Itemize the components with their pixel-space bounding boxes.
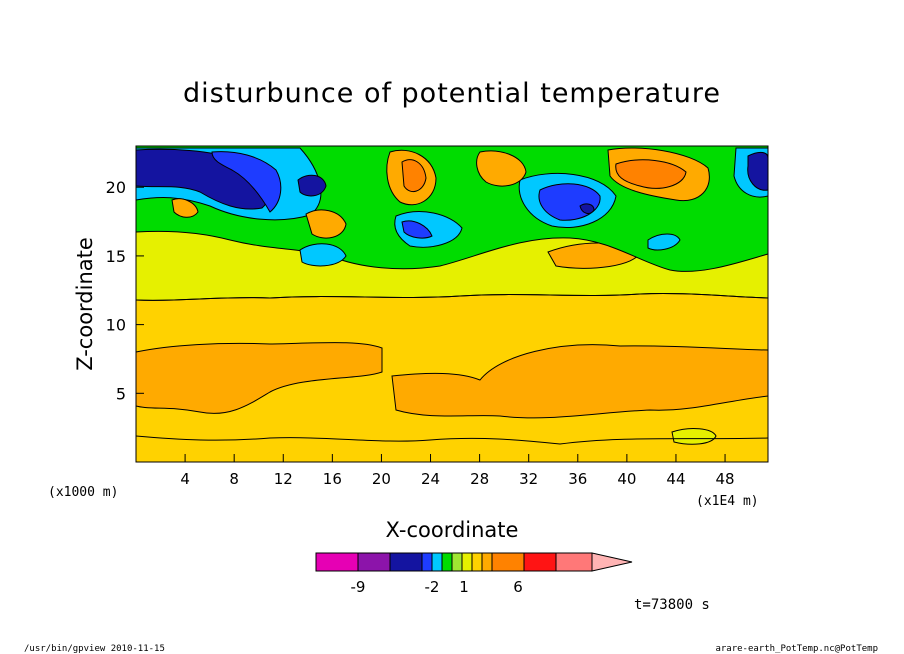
chart-title: disturbunce of potential temperature [183,78,721,109]
x-unit-right: (x1E4 m) [696,494,759,509]
x-tick-label: 40 [617,470,636,488]
colorbar-segment [481,552,493,572]
colorbar-tick-label: -9 [351,578,366,596]
colorbar-segment [555,552,593,572]
x-tick-label: 48 [716,470,735,488]
contour-line-2 [135,435,769,445]
footer-right: arare-earth_PotTemp.nc@PotTemp [715,644,878,654]
colorbar-segment [491,552,525,572]
colorbar-tick-label: 1 [459,578,469,596]
y-tick-label: 5 [116,384,126,403]
plot-frame [135,145,769,463]
small-yellow-patch [671,428,717,445]
plot-area [135,145,769,463]
band-cyan-small [299,243,347,267]
colorbar [315,552,633,572]
band-upper-orange-4 [305,209,347,239]
colorbar-segment [451,552,463,572]
x-tick-label: 4 [180,470,190,488]
footer-left: /usr/bin/gpview 2010-11-15 [24,644,165,654]
colorbar-extend-arrow [591,552,633,572]
colorbar-labels: -9 -2 1 6 [351,578,523,596]
colorbar-segment [523,552,557,572]
y-axis: 5 10 15 20 [106,178,144,403]
band-blue-center-streak [401,220,433,239]
colorbar-tick-label: -2 [425,578,440,596]
x-unit-left: (x1000 m) [48,485,118,500]
x-tick-label: 8 [229,470,239,488]
x-tick-label: 12 [274,470,293,488]
band-upper-red-right [615,159,687,189]
x-axis: 4 8 12 16 20 24 28 32 36 40 44 48 [180,454,735,488]
x-tick-label: 36 [568,470,587,488]
x-tick-label: 24 [421,470,440,488]
colorbar-segment [441,552,453,572]
colorbar-tick-label: 6 [513,578,523,596]
contour-line-1 [135,292,769,301]
x-tick-label: 28 [470,470,489,488]
band-upper-orange-5 [171,198,199,218]
band-blue-left-edge [211,151,282,213]
y-axis-label: Z-coordinate [73,237,97,371]
band-upper-orange-3 [476,150,527,187]
band-blue-dot [579,203,595,214]
colorbar-segment [421,552,433,572]
band-mid-orange-core [135,342,383,414]
colorbar-segment [357,552,391,572]
colorbar-segment [389,552,423,572]
x-axis-label: X-coordinate [386,518,519,542]
x-tick-label: 20 [372,470,391,488]
colorbar-segment [471,552,483,572]
colorbar-segment [461,552,473,572]
band-upper-red-1 [401,159,427,193]
colorbar-segment [315,552,359,572]
y-tick-label: 10 [106,316,126,335]
y-tick-label: 20 [106,178,126,197]
band-cyan-small-2 [647,233,681,251]
colorbar-segment [431,552,443,572]
contour-lines [135,292,769,445]
y-tick-label: 15 [106,247,126,266]
x-tick-label: 32 [519,470,538,488]
time-label: t=73800 s [634,597,710,613]
x-tick-label: 16 [323,470,342,488]
band-blue-left-round [297,174,327,197]
x-tick-label: 44 [666,470,685,488]
